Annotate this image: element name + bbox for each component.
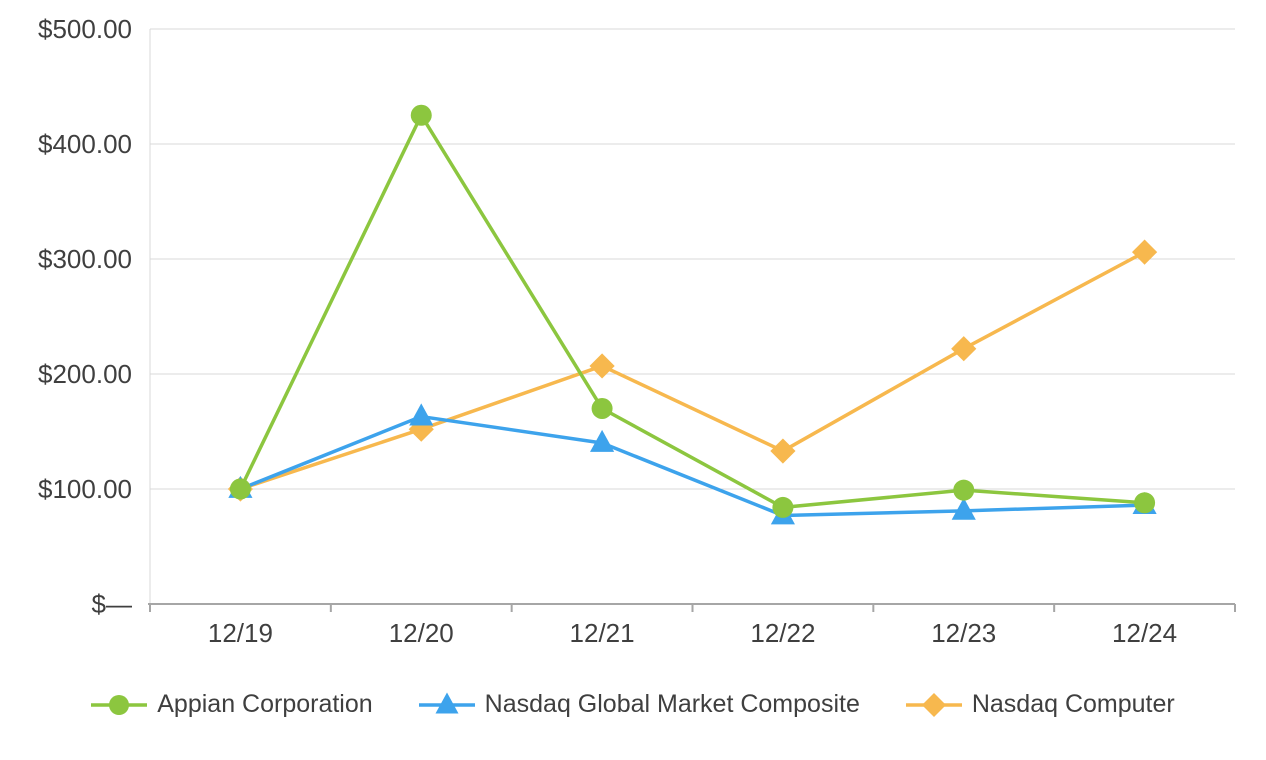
y-axis-tick-label: $300.00 [38,244,132,274]
data-point-diamond-icon [1131,239,1158,265]
legend-circle-marker-icon [91,694,148,715]
legend-diamond-marker-icon [905,692,962,717]
legend-circle-glyph [109,694,130,715]
data-point-diamond-icon [589,353,615,379]
y-axis-tick-label: $500.00 [38,14,132,44]
x-axis-tick-label: 12/23 [931,618,996,648]
y-axis-tick-label: $200.00 [38,359,132,389]
legend-label: Nasdaq Global Market Composite [484,690,860,718]
legend-label: Appian Corporation [157,690,373,718]
legend-item-appian-corporation: Appian Corporation [91,690,373,719]
data-point-circle-icon [1134,492,1156,514]
series-circle [229,104,1156,518]
x-axis-tick-label: 12/21 [570,618,635,648]
data-point-diamond-icon [951,336,977,362]
x-axis-tick-label: 12/19 [208,618,273,648]
data-point-triangle-icon [951,497,976,520]
data-point-circle-icon [772,496,794,518]
legend-triangle-glyph [435,692,459,713]
data-point-triangle-icon [409,403,434,426]
series-triangle [228,403,1157,525]
y-axis-tick-label: $100.00 [38,474,132,504]
series-diamond [227,239,1158,502]
legend-diamond-glyph [921,692,946,717]
data-point-circle-icon [229,478,251,500]
y-axis-tick-label: $— [92,589,132,619]
data-point-triangle-icon [590,429,615,452]
legend-triangle-marker-icon [418,692,475,713]
data-point-circle-icon [953,479,975,501]
x-axis-tick-label: 12/24 [1112,618,1177,648]
data-point-circle-icon [410,104,432,126]
data-point-circle-icon [591,398,613,419]
legend-item-nasdaq-computer: Nasdaq Computer [905,690,1175,719]
chart-legend: Appian Corporation Nasdaq Global Market … [0,690,1266,719]
y-axis-tick-label: $400.00 [38,129,132,159]
x-axis-tick-label: 12/22 [750,618,815,648]
performance-line-chart: $— $100.00 $200.00 $300.00 $400.00 $500.00 12/… [38,14,1236,648]
legend-item-nasdaq-global-market-composite: Nasdaq Global Market Composite [418,690,860,719]
x-axis-tick-label: 12/20 [389,618,454,648]
legend-label: Nasdaq Computer [971,690,1175,718]
data-point-diamond-icon [770,438,796,464]
